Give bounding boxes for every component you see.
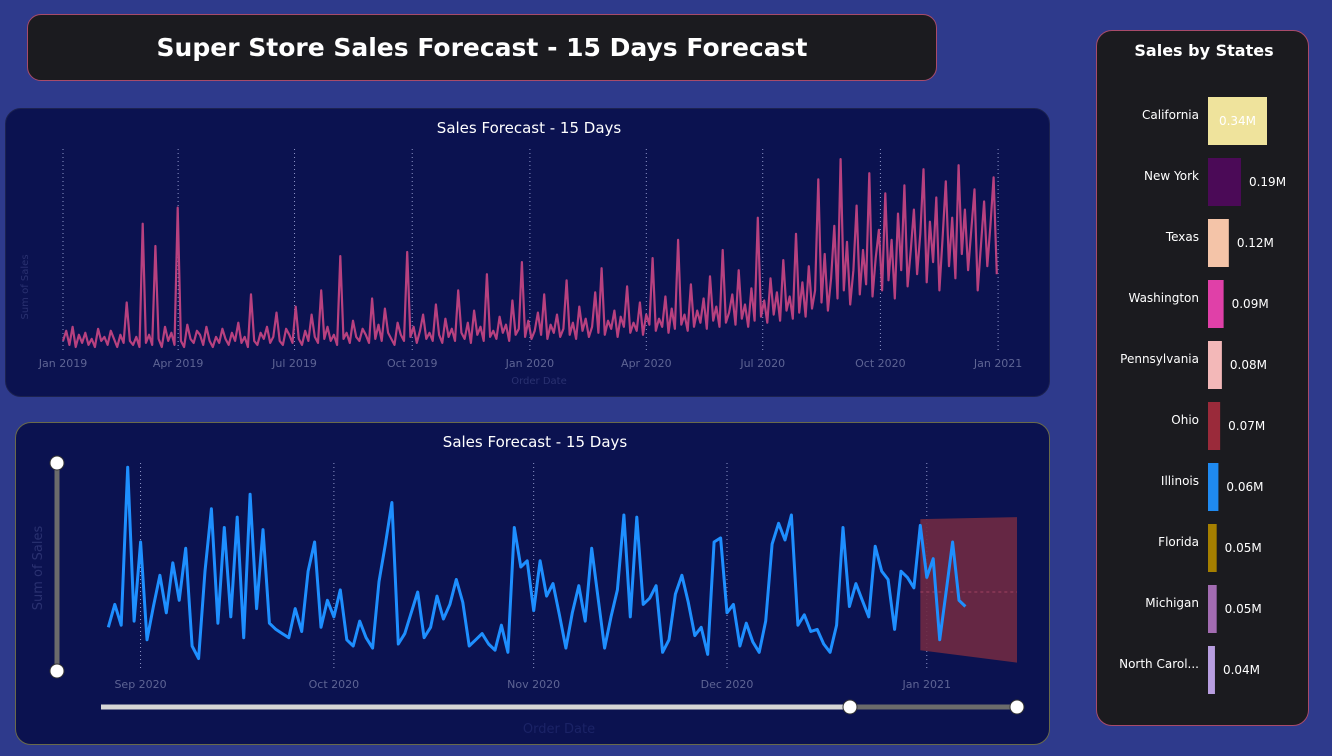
top-chart-tick-label: Jan 2019 — [38, 357, 87, 370]
state-value-label: 0.07M — [1228, 419, 1265, 433]
state-label: New York — [1144, 169, 1199, 183]
y-slider-handle-bottom[interactable] — [50, 664, 64, 678]
state-label: California — [1142, 108, 1199, 122]
bottom-chart-tick-label: Sep 2020 — [114, 678, 166, 691]
sales-by-states-chart[interactable]: Sales by States California 0.34M New York 0… — [1097, 31, 1310, 727]
top-chart-tick-label: Oct 2019 — [387, 357, 438, 370]
top-chart-tick-label: Jan 2021 — [973, 357, 1022, 370]
top-chart-tick-label: Apr 2020 — [621, 357, 672, 370]
state-bar[interactable] — [1208, 280, 1224, 328]
state-bar[interactable] — [1208, 524, 1217, 572]
page-title: Super Store Sales Forecast - 15 Days For… — [157, 33, 808, 62]
state-value-label: 0.05M — [1225, 541, 1262, 555]
bottom-chart-tick-label: Oct 2020 — [309, 678, 360, 691]
state-label: Pennsylvania — [1120, 352, 1199, 366]
state-label: Illinois — [1161, 474, 1199, 488]
top-chart-tick-label: Jul 2020 — [739, 357, 785, 370]
state-value-label: 0.06M — [1226, 480, 1263, 494]
state-bar[interactable] — [1208, 341, 1222, 389]
state-bar[interactable] — [1208, 463, 1218, 511]
bottom-chart-title: Sales Forecast - 15 Days — [443, 433, 628, 451]
states-chart-title: Sales by States — [1134, 41, 1273, 60]
bottom-chart-tick-label: Nov 2020 — [507, 678, 560, 691]
x-slider-handle-right[interactable] — [1010, 700, 1024, 714]
top-chart-tick-label: Oct 2020 — [855, 357, 906, 370]
state-bar[interactable] — [1208, 402, 1220, 450]
state-label: Texas — [1165, 230, 1199, 244]
state-label: North Carol... — [1119, 657, 1199, 671]
state-value-label: 0.04M — [1223, 663, 1260, 677]
state-value-label: 0.08M — [1230, 358, 1267, 372]
bottom-chart-ylabel: Sum of Sales — [31, 526, 46, 611]
x-slider-handle-left[interactable] — [843, 700, 857, 714]
state-value-label: 0.12M — [1237, 236, 1274, 250]
bottom-chart-xlabel: Order Date — [523, 722, 595, 737]
state-label: Ohio — [1171, 413, 1199, 427]
state-value-label: 0.09M — [1232, 297, 1269, 311]
bottom-chart-sales-line — [108, 467, 965, 658]
state-bar[interactable] — [1208, 158, 1241, 206]
bottom-chart-panel: Sales Forecast - 15 Days Sum of Sales Or… — [15, 422, 1050, 745]
top-chart-ylabel: Sum of Sales — [20, 254, 31, 319]
top-chart-panel: Sales Forecast - 15 Days Sum of Sales Or… — [5, 108, 1050, 397]
state-value-label: 0.05M — [1225, 602, 1262, 616]
state-bar[interactable] — [1208, 646, 1215, 694]
state-value-label: 0.19M — [1249, 175, 1286, 189]
top-chart-tick-label: Jan 2020 — [505, 357, 554, 370]
state-label: Florida — [1158, 535, 1199, 549]
state-bar[interactable] — [1208, 219, 1229, 267]
state-label: Washington — [1128, 291, 1199, 305]
title-box: Super Store Sales Forecast - 15 Days For… — [27, 14, 937, 81]
state-label: Michigan — [1145, 596, 1199, 610]
top-chart[interactable]: Sales Forecast - 15 Days Sum of Sales Or… — [6, 109, 1051, 398]
top-chart-tick-label: Jul 2019 — [271, 357, 317, 370]
top-chart-tick-label: Apr 2019 — [153, 357, 204, 370]
state-bar[interactable] — [1208, 585, 1217, 633]
state-value-label: 0.34M — [1219, 114, 1256, 128]
bottom-chart-tick-label: Jan 2021 — [902, 678, 951, 691]
bottom-chart[interactable]: Sales Forecast - 15 Days Sum of Sales Or… — [16, 423, 1051, 746]
y-slider-handle-top[interactable] — [50, 456, 64, 470]
sales-by-states-panel: Sales by States California 0.34M New York 0… — [1096, 30, 1309, 726]
top-chart-title: Sales Forecast - 15 Days — [437, 119, 622, 137]
top-chart-xlabel: Order Date — [511, 376, 567, 387]
bottom-chart-tick-label: Dec 2020 — [701, 678, 754, 691]
